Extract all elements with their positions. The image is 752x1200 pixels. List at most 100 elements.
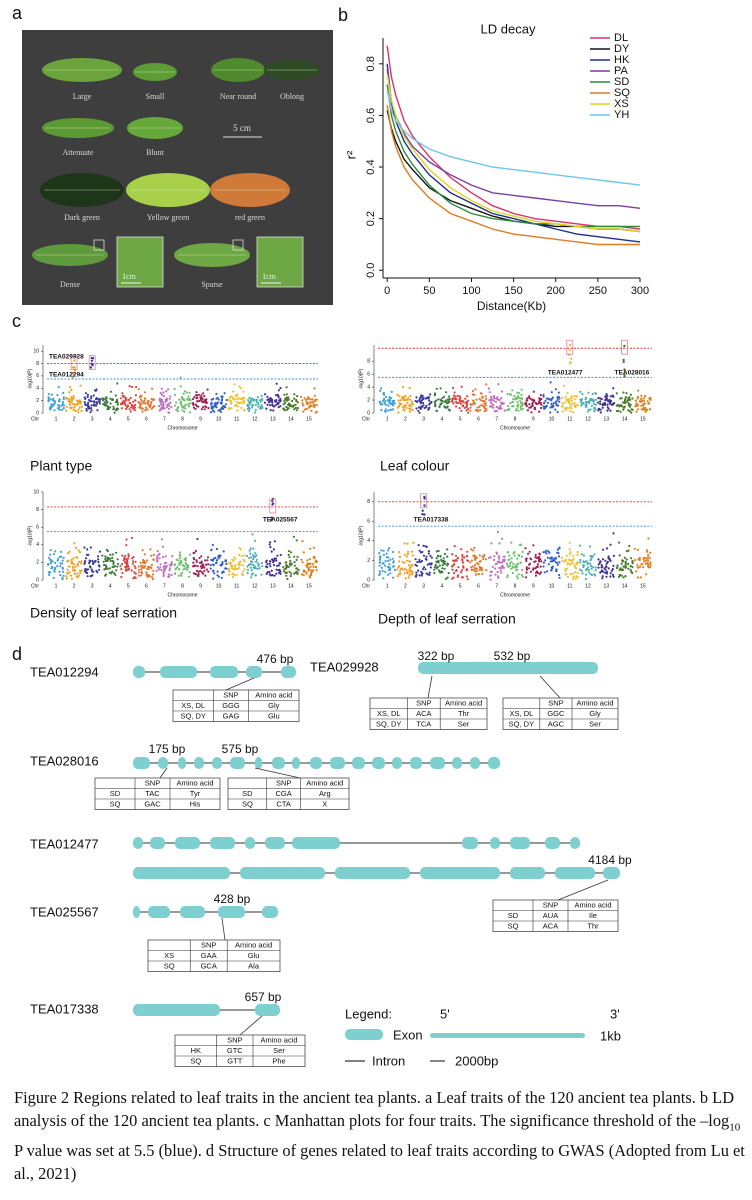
snp-dot [162, 556, 165, 559]
snp-dot [490, 542, 493, 545]
snp-dot [182, 392, 185, 395]
snp-dot [481, 396, 484, 399]
chromosome-tick-label: 4 [109, 416, 112, 422]
snp-dot [388, 563, 391, 566]
snp-dot [502, 555, 505, 558]
snp-dot [56, 565, 59, 568]
snp-dot [134, 394, 137, 397]
snp-dot [556, 410, 559, 414]
snp-dot [388, 547, 391, 550]
snp-dot [130, 569, 133, 572]
snp-dot [566, 392, 569, 395]
snp-dot [310, 409, 313, 412]
peak-box [269, 498, 277, 514]
snp-dot [485, 397, 488, 400]
snp-dot [164, 398, 167, 401]
snp-dot [378, 552, 381, 555]
table-cell: Thr [587, 922, 599, 931]
peak-box [420, 493, 428, 509]
snp-dot [406, 398, 409, 401]
snp-dot [460, 569, 464, 572]
snp-dot [202, 572, 205, 575]
snp-dot [508, 393, 511, 396]
snp-dot [622, 401, 625, 404]
snp-position: 476 bp [257, 652, 294, 666]
snp-dot [461, 558, 464, 561]
snp-dot [295, 400, 298, 403]
table-header: Amino acid [576, 699, 613, 708]
snp-dot [229, 395, 233, 398]
snp-dot [125, 538, 128, 541]
x-tick-label: 0 [384, 285, 390, 297]
snp-dot [408, 574, 411, 577]
snp-dot [617, 409, 620, 412]
snp-dot [549, 406, 552, 409]
snp-dot [488, 391, 491, 394]
snp-dot [459, 396, 462, 400]
snp-dot [296, 555, 299, 559]
snp-dot [569, 361, 572, 364]
snp-dot [479, 566, 482, 569]
snp-dot [108, 567, 111, 570]
snp-dot [255, 558, 258, 562]
snp-dot [535, 570, 539, 573]
table-cell: Arg [319, 789, 331, 798]
snp-dot [92, 394, 95, 397]
snp-dot [312, 400, 315, 403]
snp-dot [604, 395, 607, 398]
snp-dot [505, 408, 509, 411]
snp-dot [184, 561, 187, 564]
snp-dot [379, 561, 382, 564]
snp-dot [599, 402, 602, 406]
snp-dot [283, 570, 286, 573]
snp-dot [300, 395, 303, 398]
snp-dot [442, 395, 446, 398]
snp-dot [490, 570, 493, 573]
snp-dot [247, 563, 250, 567]
ld-line [386, 73, 641, 233]
snp-dot [279, 387, 282, 390]
snp-dot [378, 564, 381, 567]
snp-dot [241, 401, 244, 404]
snp-dot [263, 401, 266, 404]
snp-dot [540, 403, 543, 406]
snp-dot [51, 566, 54, 570]
snp-dot [519, 408, 522, 411]
snp-dot [105, 548, 108, 552]
snp-dot [114, 573, 117, 577]
snp-dot [453, 545, 456, 548]
snp-dot [516, 404, 519, 407]
snp-dot [499, 404, 502, 407]
snp-dot [168, 404, 171, 407]
panel-label: c [12, 311, 21, 331]
exon [281, 666, 296, 678]
snp-dot [271, 503, 274, 506]
snp-dot [152, 578, 155, 581]
snp-dot [398, 555, 402, 558]
snp-dot [511, 571, 514, 575]
snp-dot [73, 563, 76, 566]
snp-dot [635, 402, 638, 405]
snp-dot [109, 402, 112, 405]
chromosome-tick-label: 5 [127, 583, 130, 589]
snp-dot [384, 408, 387, 411]
snp-dot [66, 572, 69, 575]
legend-label: XS [614, 98, 629, 110]
snp-dot [293, 572, 296, 575]
snp-dot [238, 385, 241, 388]
snp-dot [635, 405, 638, 408]
snp-dot [309, 565, 312, 569]
gene-label: TEA028016 [615, 370, 650, 377]
snp-dot [83, 546, 86, 549]
snp-leader [557, 879, 609, 901]
snp-dot [87, 406, 90, 409]
snp-dot [453, 397, 456, 400]
snp-dot [585, 568, 588, 571]
peak-box [70, 355, 78, 370]
snp-dot [258, 567, 261, 570]
snp-dot [296, 395, 299, 398]
snp-dot [193, 551, 196, 554]
snp-dot [424, 397, 428, 400]
leaf-label: Dense [60, 280, 80, 289]
snp-dot [467, 399, 470, 402]
